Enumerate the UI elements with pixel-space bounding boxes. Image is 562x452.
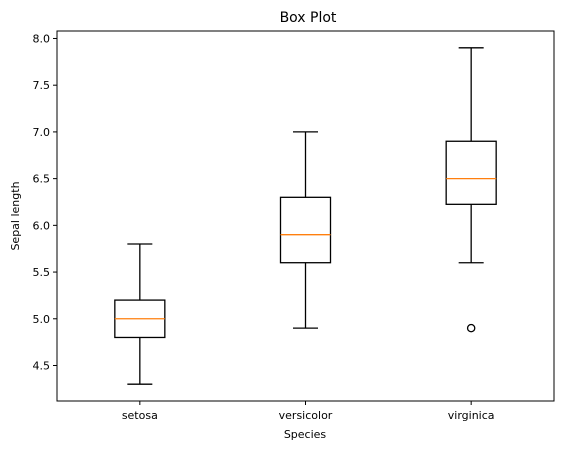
- x-tick-label: versicolor: [279, 409, 333, 422]
- y-tick-label: 6.0: [33, 219, 51, 232]
- plot-frame: [56, 30, 555, 402]
- boxes: [114, 47, 497, 385]
- box-setosa: [114, 243, 166, 385]
- y-tick-label: 7.5: [33, 79, 51, 92]
- x-axis: setosa versicolor virginica: [122, 401, 495, 422]
- y-tick-label: 5.5: [33, 266, 51, 279]
- y-tick-label: 4.5: [33, 359, 51, 372]
- y-axis-label: Sepal length: [9, 181, 22, 250]
- y-tick-label: 7.0: [33, 126, 51, 139]
- outlier-point: [466, 323, 476, 333]
- box-versicolor: [279, 131, 332, 329]
- chart-title: Box Plot: [280, 10, 337, 26]
- y-tick-label: 8.0: [33, 32, 51, 45]
- y-tick-label: 6.5: [33, 173, 51, 186]
- box-iqr: [445, 140, 497, 205]
- x-tick-label: virginica: [448, 409, 495, 422]
- box-virginica: [445, 47, 497, 333]
- box-iqr: [279, 196, 332, 264]
- y-axis: 4.5 5.0 5.5 6.0 6.5 7.0 7.5 8.0: [33, 32, 57, 372]
- x-axis-label: Species: [284, 428, 327, 441]
- y-tick-label: 5.0: [33, 313, 51, 326]
- x-tick-label: setosa: [122, 409, 158, 422]
